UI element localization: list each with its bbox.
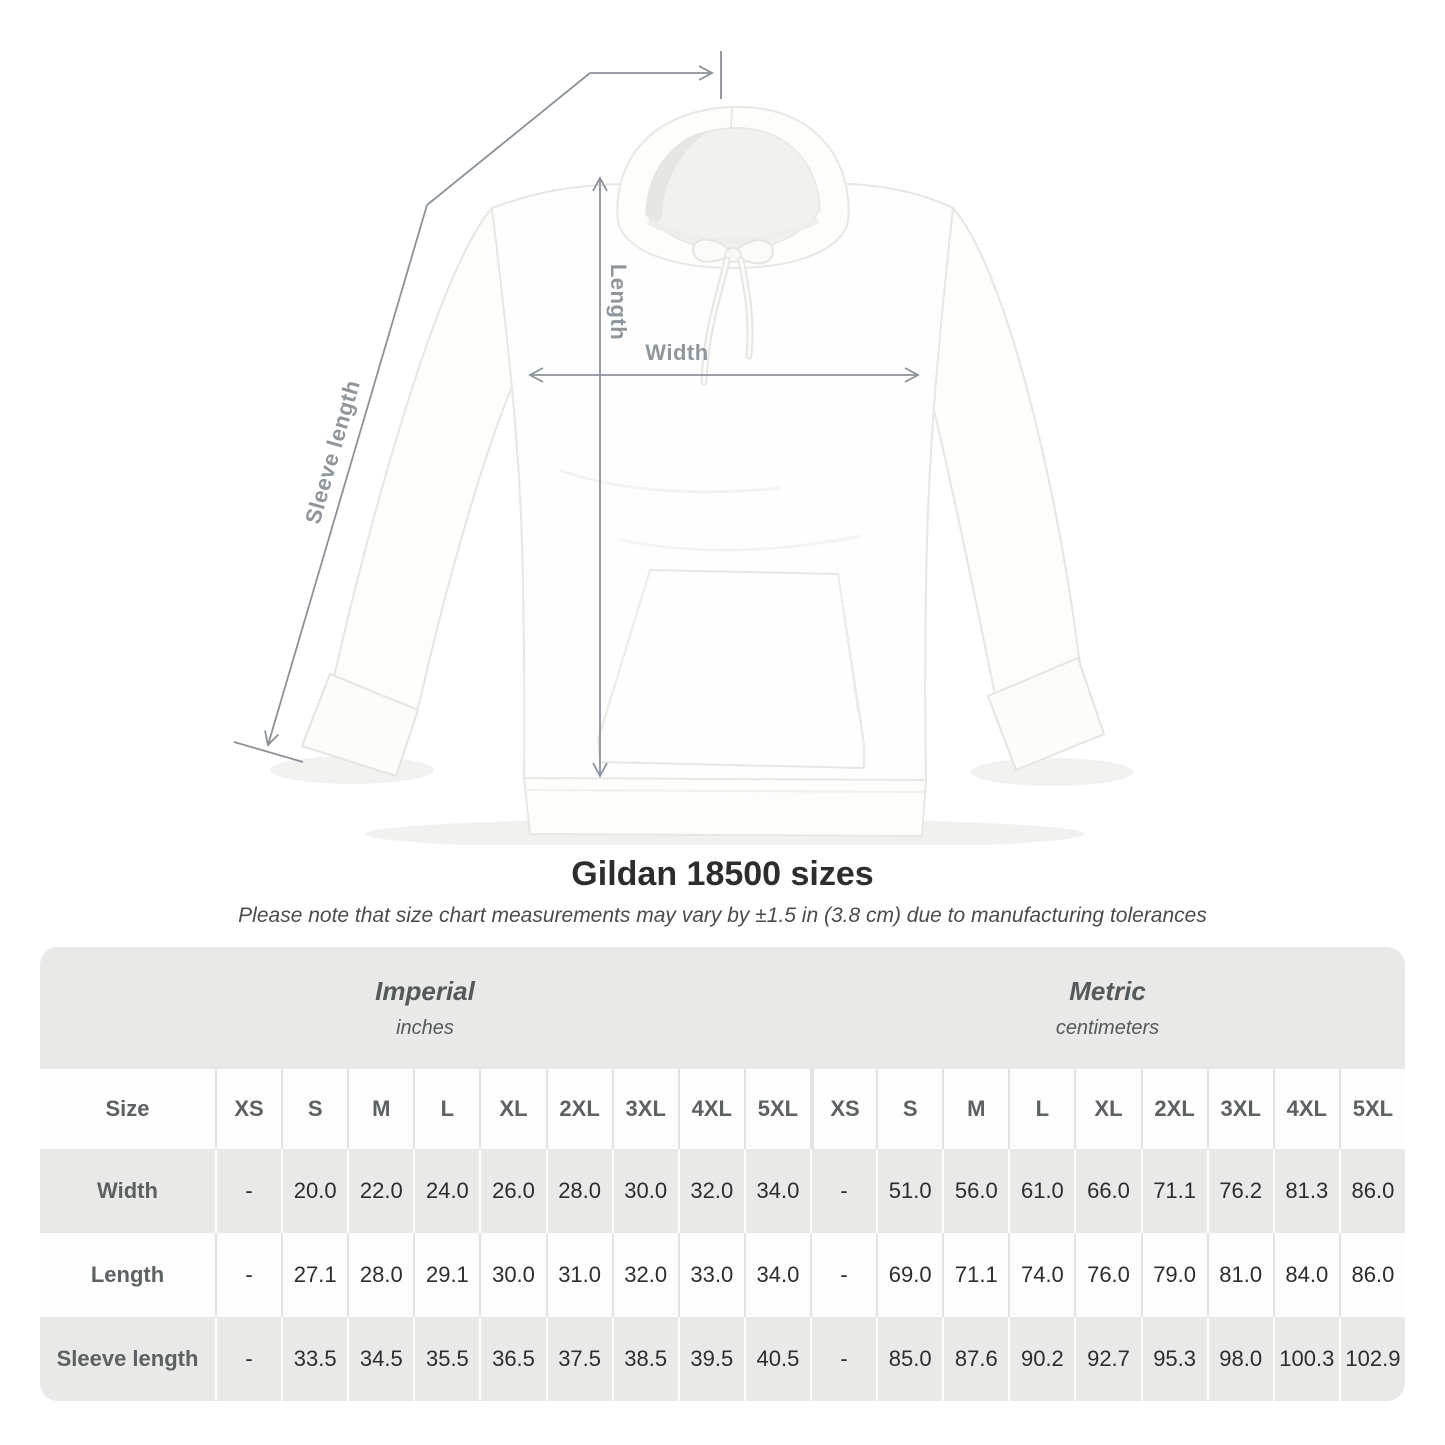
page-title: Gildan 18500 sizes	[571, 855, 874, 893]
cell: 34.0	[743, 1233, 810, 1317]
measurement-lines	[233, 51, 920, 778]
cell: 28.0	[347, 1233, 413, 1317]
cell: 36.5	[479, 1317, 545, 1401]
cell: 51.0	[876, 1149, 942, 1233]
cell: -	[810, 1317, 876, 1401]
unit-group-header-row: Imperial inches Metric centimeters	[40, 947, 1405, 1069]
size-col-header: S	[876, 1069, 942, 1149]
size-col-header: 5XL	[1338, 1069, 1405, 1149]
table-row-width: Width - 20.0 22.0 24.0 26.0 28.0 30.0 32…	[40, 1149, 1405, 1233]
table-row-sleeve-length: Sleeve length - 33.5 34.5 35.5 36.5 37.5…	[40, 1317, 1405, 1401]
size-col-header: 3XL	[611, 1069, 678, 1149]
size-col-header: XS	[215, 1069, 281, 1149]
cell: 100.3	[1272, 1317, 1339, 1401]
imperial-group-unit: inches	[396, 1017, 454, 1039]
cell: 85.0	[876, 1317, 942, 1401]
cell: 32.0	[611, 1233, 678, 1317]
cell: 24.0	[413, 1149, 479, 1233]
cell: 71.1	[942, 1233, 1008, 1317]
size-header-row: Size XS S M L XL 2XL 3XL 4XL 5XL XS S M …	[40, 1069, 1405, 1149]
metric-group-header: Metric centimeters	[810, 947, 1405, 1069]
cell: 81.3	[1272, 1149, 1339, 1233]
cell: 76.0	[1074, 1233, 1140, 1317]
cell: 61.0	[1008, 1149, 1074, 1233]
size-header-label: Size	[105, 1096, 150, 1121]
cell: 76.2	[1206, 1149, 1273, 1233]
cell: 71.1	[1140, 1149, 1207, 1233]
hoodie-measurement-diagram: Width Length Sleeve length	[233, 51, 1134, 845]
size-col-header: S	[281, 1069, 347, 1149]
cell: 37.5	[545, 1317, 612, 1401]
cell: 102.9	[1338, 1317, 1405, 1401]
size-col-header: M	[347, 1069, 413, 1149]
row-label: Length	[90, 1262, 165, 1287]
size-chart-table: Imperial inches Metric centimeters Size …	[40, 947, 1405, 1401]
cell: 74.0	[1008, 1233, 1074, 1317]
cell: 95.3	[1140, 1317, 1207, 1401]
size-col-header: XL	[1074, 1069, 1140, 1149]
cell: 30.0	[611, 1149, 678, 1233]
imperial-group-header: Imperial inches	[40, 947, 810, 1069]
cell: -	[215, 1233, 281, 1317]
size-col-header: 3XL	[1206, 1069, 1273, 1149]
cell: -	[215, 1317, 281, 1401]
cell: 84.0	[1272, 1233, 1339, 1317]
cell: 34.5	[347, 1317, 413, 1401]
size-col-header: 4XL	[1272, 1069, 1339, 1149]
cell: 39.5	[677, 1317, 744, 1401]
imperial-group-name: Imperial	[375, 976, 475, 1006]
cell: 32.0	[677, 1149, 744, 1233]
cell: 56.0	[942, 1149, 1008, 1233]
cell: 38.5	[611, 1317, 678, 1401]
cell: -	[215, 1149, 281, 1233]
size-col-header: 5XL	[743, 1069, 810, 1149]
cell: 31.0	[545, 1233, 612, 1317]
cell: 69.0	[876, 1233, 942, 1317]
size-col-header: 4XL	[677, 1069, 744, 1149]
size-col-header: L	[413, 1069, 479, 1149]
cell: 28.0	[545, 1149, 612, 1233]
cell: 27.1	[281, 1233, 347, 1317]
cell: 92.7	[1074, 1317, 1140, 1401]
cell: 66.0	[1074, 1149, 1140, 1233]
metric-group-name: Metric	[1069, 976, 1146, 1006]
cell: 29.1	[413, 1233, 479, 1317]
cell: 33.0	[677, 1233, 744, 1317]
cell: 35.5	[413, 1317, 479, 1401]
cell: 33.5	[281, 1317, 347, 1401]
size-col-header: 2XL	[1140, 1069, 1207, 1149]
size-col-header: XL	[479, 1069, 545, 1149]
row-label: Width	[97, 1178, 158, 1203]
size-col-header: M	[942, 1069, 1008, 1149]
length-measure-label: Length	[606, 263, 631, 341]
cell: 22.0	[347, 1149, 413, 1233]
size-col-header: L	[1008, 1069, 1074, 1149]
cell: 81.0	[1206, 1233, 1273, 1317]
cell: 90.2	[1008, 1317, 1074, 1401]
cell: 86.0	[1338, 1149, 1405, 1233]
table-row-length: Length - 27.1 28.0 29.1 30.0 31.0 32.0 3…	[40, 1233, 1405, 1317]
cell: -	[810, 1149, 876, 1233]
tolerance-note: Please note that size chart measurements…	[238, 904, 1207, 927]
cell: 34.0	[743, 1149, 810, 1233]
metric-group-unit: centimeters	[1055, 1017, 1160, 1039]
cell: 98.0	[1206, 1317, 1273, 1401]
size-col-header: XS	[810, 1069, 876, 1149]
cell: 30.0	[479, 1233, 545, 1317]
hoodie-illustration	[233, 51, 1134, 845]
size-col-header: 2XL	[545, 1069, 612, 1149]
cell: 26.0	[479, 1149, 545, 1233]
cell: -	[810, 1233, 876, 1317]
width-measure-label: Width	[645, 340, 709, 365]
row-label: Sleeve length	[56, 1346, 199, 1371]
cell: 87.6	[942, 1317, 1008, 1401]
cell: 86.0	[1338, 1233, 1405, 1317]
cell: 79.0	[1140, 1233, 1207, 1317]
cell: 20.0	[281, 1149, 347, 1233]
cell: 40.5	[743, 1317, 810, 1401]
